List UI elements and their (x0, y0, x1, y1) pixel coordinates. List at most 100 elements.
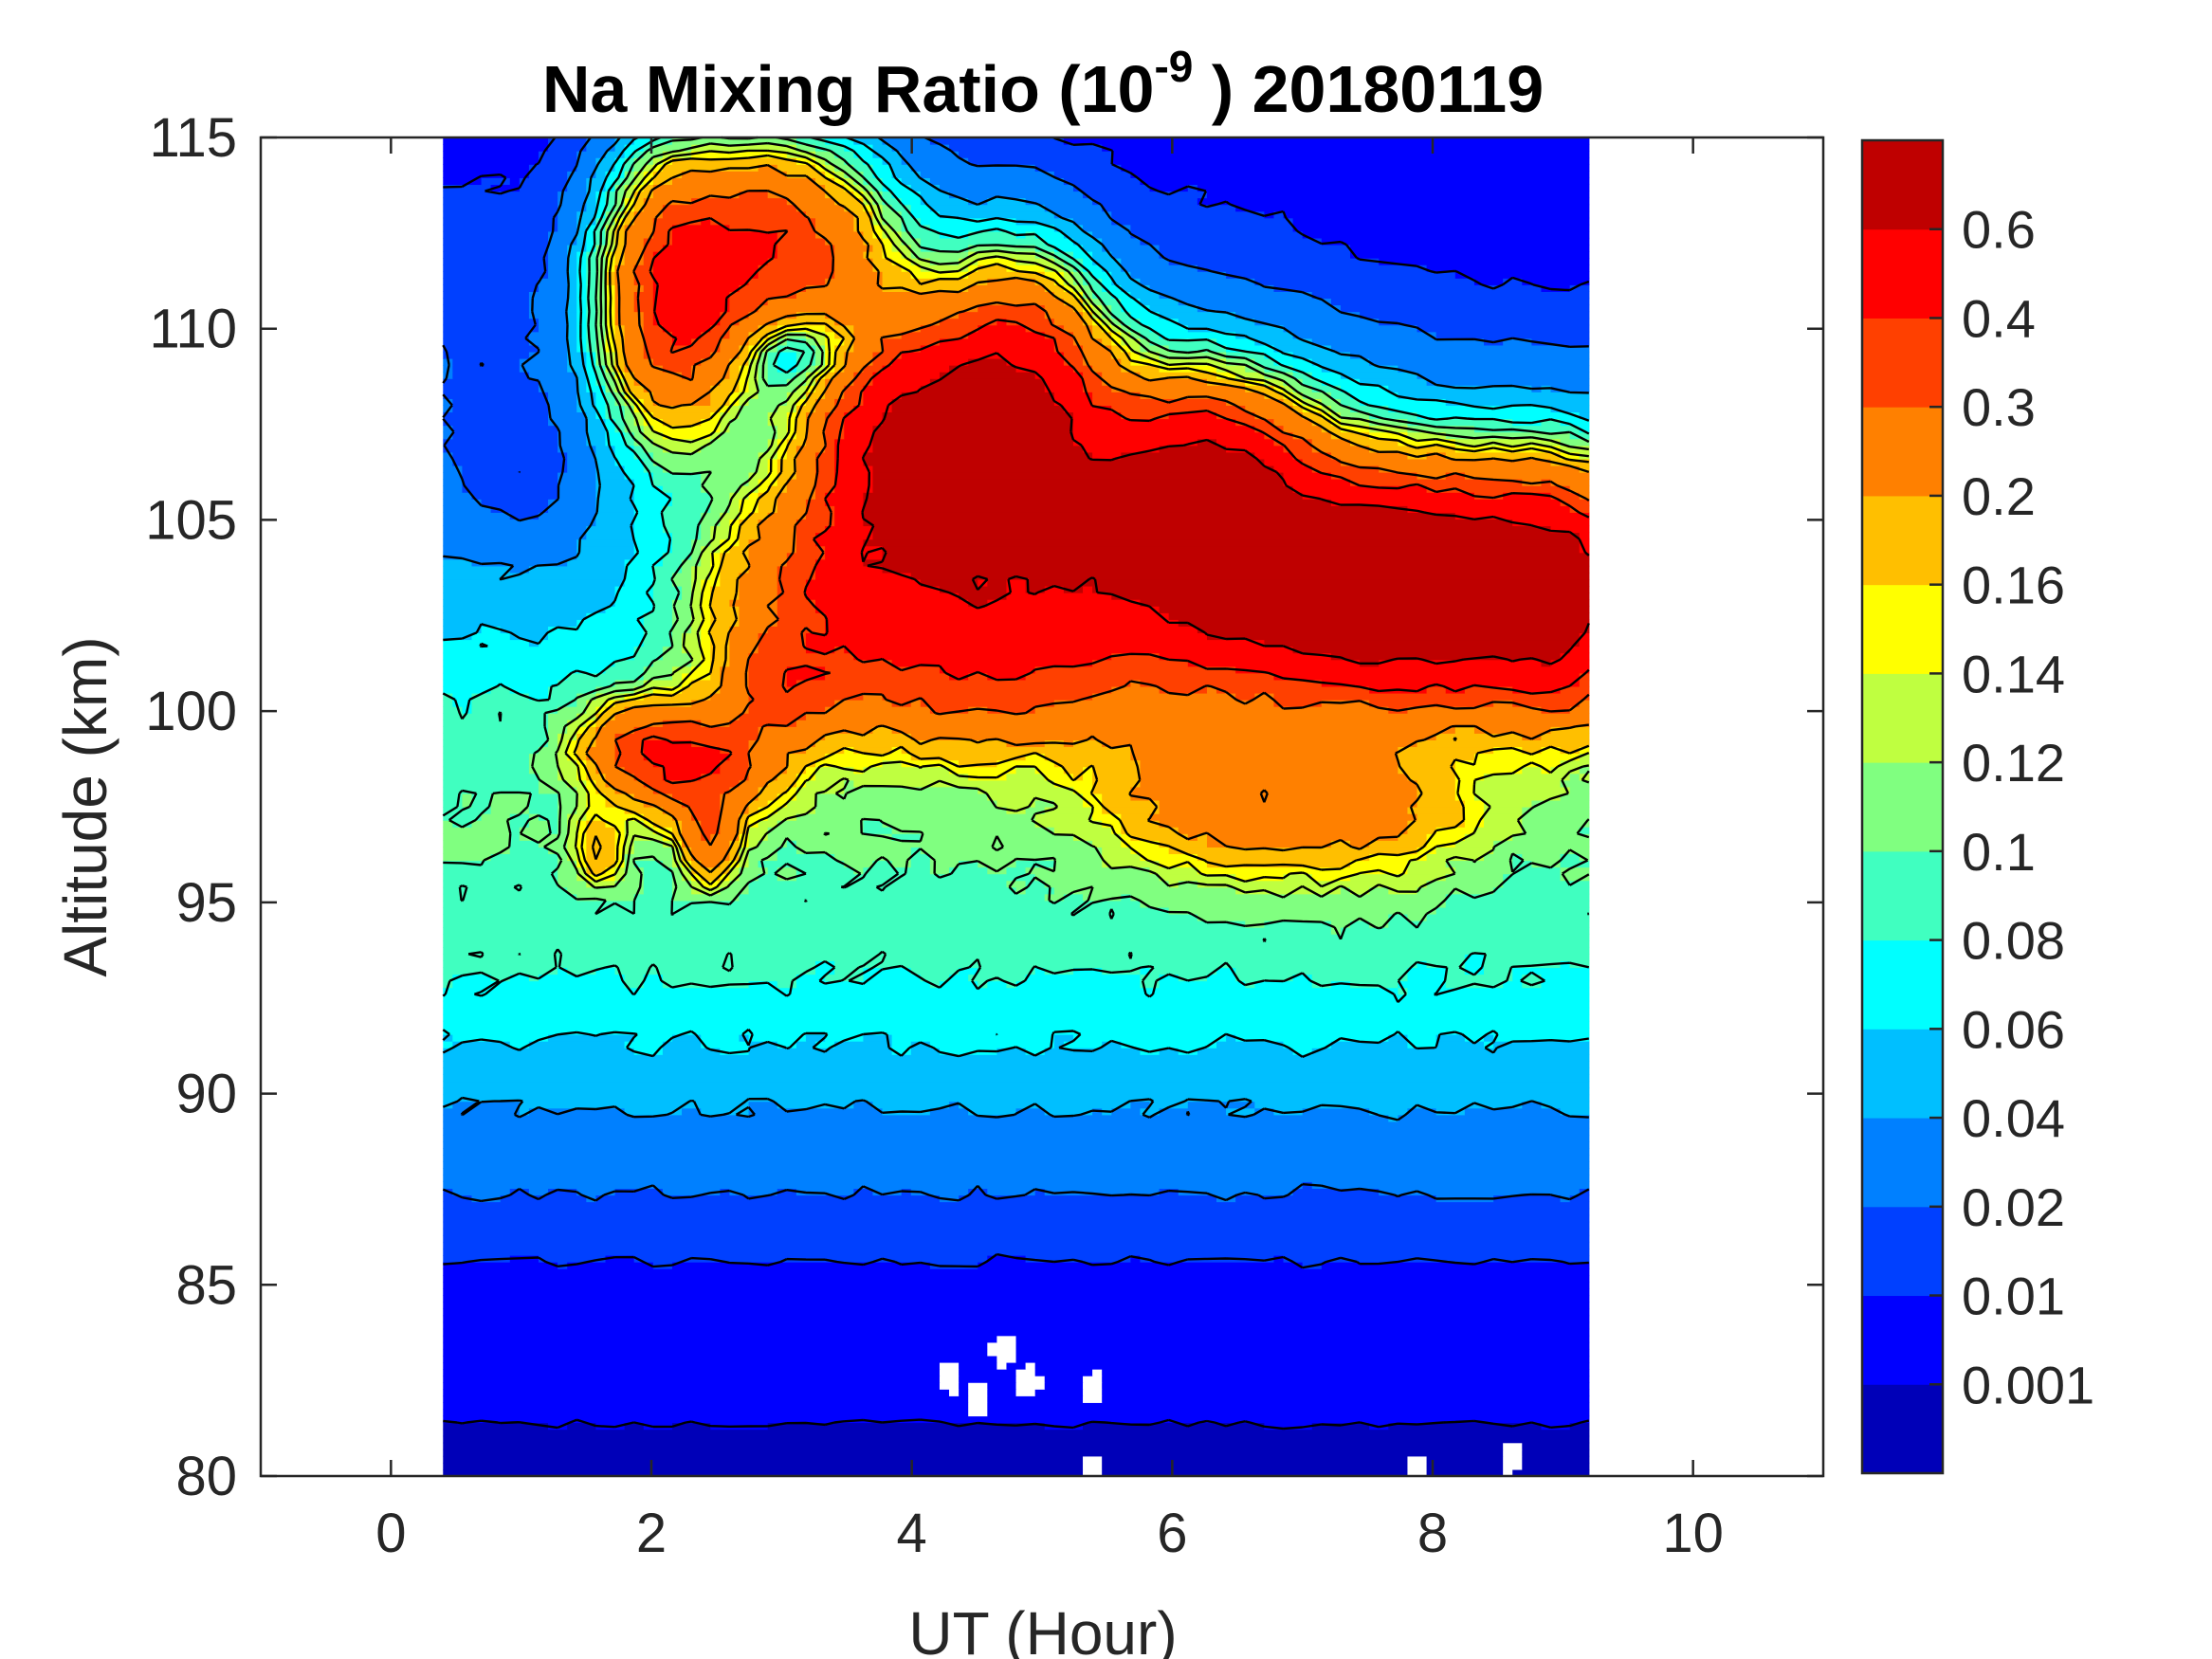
contour-fill-cell (462, 793, 473, 801)
contour-fill-cell (777, 1041, 797, 1048)
contour-fill-cell (1130, 171, 1590, 178)
contour-fill-cell (691, 197, 788, 206)
contour-fill-cell (1579, 753, 1590, 761)
contour-fill-cell (853, 779, 1055, 788)
contour-fill-cell (863, 967, 912, 975)
contour-fill-cell (959, 592, 1008, 600)
contour-fill-cell (1273, 284, 1543, 292)
contour-fill-cell (1206, 632, 1581, 641)
contour-fill-cell (662, 552, 692, 560)
contour-fill-cell (1235, 886, 1342, 895)
contour-fill-cell (595, 331, 607, 339)
contour-fill-cell (443, 927, 1332, 935)
contour-fill-cell (614, 1188, 664, 1196)
contour-fill-cell (901, 197, 922, 206)
contour-fill-cell (968, 1389, 988, 1396)
contour-fill-cell (1226, 1034, 1236, 1042)
contour-fill-cell (652, 157, 664, 165)
contour-fill-cell (443, 1322, 1590, 1330)
contour-fill-cell (748, 766, 788, 775)
contour-fill-cell (1417, 779, 1456, 788)
contour-fill-cell (624, 974, 645, 982)
colorbar-tick-label: 0.6 (1962, 200, 2036, 260)
contour-fill-cell (1063, 264, 1074, 272)
contour-fill-cell (633, 411, 645, 420)
contour-fill-cell (1072, 425, 1255, 433)
colorbar-tick-label: 0.02 (1962, 1177, 2065, 1237)
contour-fill-cell (1063, 278, 1074, 285)
contour-fill-cell (1283, 385, 1294, 392)
contour-fill-cell (443, 987, 1398, 995)
contour-fill-cell (595, 479, 635, 486)
contour-fill-cell (443, 1234, 1590, 1243)
contour-fill-cell (443, 1415, 1590, 1424)
contour-fill-cell (1034, 820, 1103, 828)
contour-fill-cell (595, 685, 635, 694)
contour-fill-cell (1102, 860, 1161, 868)
contour-fill-cell (471, 632, 511, 641)
contour-fill-cell (1083, 1395, 1103, 1403)
contour-fill-cell (1102, 853, 1142, 862)
contour-fill-cell (795, 472, 816, 480)
contour-fill-cell (1025, 197, 1093, 206)
contour-fill-cell (1522, 1101, 1543, 1109)
contour-fill-cell (1522, 813, 1590, 821)
contour-fill-cell (815, 558, 864, 567)
contour-fill-cell (548, 237, 577, 246)
contour-fill-cell (1111, 652, 1161, 661)
contour-fill-cell (1579, 746, 1590, 755)
contour-fill-cell (538, 639, 645, 647)
contour-fill-cell (443, 706, 464, 714)
contour-fill-cell (929, 137, 1065, 145)
contour-fill-cell (1140, 967, 1151, 975)
contour-fill-cell (1340, 372, 1418, 379)
contour-fill-cell (624, 378, 635, 386)
contour-fill-cell (682, 672, 711, 681)
contour-fill-cell (987, 1395, 1084, 1403)
contour-fill-cell (443, 807, 492, 814)
contour-fill-cell (1407, 974, 1447, 982)
contour-fill-cell (624, 324, 645, 333)
contour-fill-cell (1311, 372, 1342, 379)
contour-fill-cell (910, 1188, 969, 1196)
contour-fill-cell (443, 813, 483, 821)
contour-fill-cell (777, 578, 807, 587)
contour-fill-cell (1063, 137, 1590, 145)
contour-fill-cell (968, 1107, 1017, 1116)
contour-fill-cell (1130, 344, 1142, 353)
contour-fill-cell (863, 191, 874, 199)
contour-fill-cell (968, 672, 988, 681)
contour-fill-cell (710, 538, 721, 547)
contour-fill-cell (720, 378, 740, 386)
contour-fill-cell (443, 258, 549, 265)
contour-fill-cell (1369, 418, 1409, 427)
contour-fill-cell (910, 847, 922, 855)
contour-fill-cell (481, 499, 549, 506)
contour-fill-cell (786, 438, 807, 447)
contour-fill-cell (910, 258, 931, 265)
contour-fill-cell (710, 639, 730, 647)
colorbar-tick-label: 0.06 (1962, 999, 2065, 1059)
contour-fill-cell (978, 1262, 1304, 1269)
contour-fill-cell (1102, 311, 1112, 319)
contour-fill-cell (443, 994, 1590, 1002)
contour-fill-cell (786, 445, 797, 453)
contour-fill-cell (1083, 799, 1103, 808)
contour-fill-cell (567, 284, 577, 292)
contour-fill-cell (548, 720, 568, 727)
contour-fill-cell (1426, 685, 1447, 694)
contour-fill-cell (891, 700, 912, 707)
contour-fill-cell (701, 525, 711, 534)
contour-fill-cell (834, 853, 912, 862)
contour-fill-cell (777, 431, 788, 440)
contour-fill-cell (586, 700, 607, 707)
contour-fill-cell (701, 652, 711, 661)
contour-fill-cell (1388, 405, 1552, 413)
contour-fill-cell (786, 552, 826, 560)
contour-fill-cell (1006, 880, 1027, 888)
contour-fill-cell (558, 431, 587, 440)
contour-fill-cell (1140, 344, 1170, 353)
contour-fill-cell (1121, 813, 1151, 821)
contour-fill-cell (959, 967, 978, 975)
contour-fill-cell (949, 191, 1084, 199)
